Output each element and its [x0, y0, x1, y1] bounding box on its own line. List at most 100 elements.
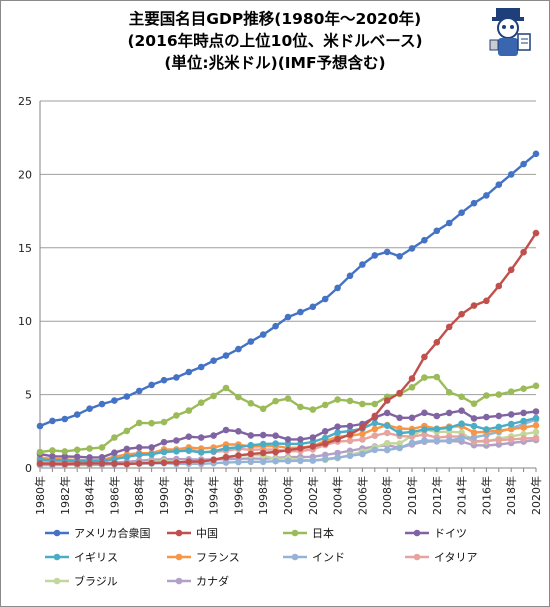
legend-item: インド: [282, 548, 345, 566]
data-point: [210, 448, 217, 455]
data-point: [173, 412, 180, 419]
data-point: [359, 430, 366, 438]
series-4: [36, 407, 540, 461]
data-point: [495, 423, 503, 431]
data-point: [445, 219, 453, 227]
data-point: [73, 453, 81, 461]
data-point: [185, 447, 193, 455]
data-point: [36, 422, 44, 430]
data-point: [334, 284, 341, 292]
data-point: [346, 272, 354, 280]
data-point: [520, 417, 527, 425]
data-point: [61, 415, 69, 423]
data-point: [297, 457, 304, 465]
data-point: [433, 425, 441, 433]
data-point: [470, 302, 478, 309]
data-point: [371, 432, 379, 440]
data-point: [197, 434, 205, 441]
data-point: [396, 425, 403, 432]
data-point: [321, 428, 329, 435]
data-point: [383, 446, 391, 454]
data-point: [309, 406, 317, 413]
data-point: [532, 150, 540, 158]
data-point: [61, 448, 69, 455]
data-point: [98, 454, 106, 461]
data-point: [532, 382, 540, 390]
x-tick-label: 2018年: [504, 476, 518, 515]
legend-item: ドイツ: [404, 524, 467, 542]
data-point: [235, 458, 242, 466]
data-point: [507, 171, 515, 178]
data-point: [135, 419, 143, 427]
data-point: [222, 352, 230, 359]
data-point: [408, 375, 416, 382]
legend-marker-icon: [167, 577, 191, 585]
data-point: [334, 449, 341, 457]
data-point: [458, 434, 465, 442]
data-point: [309, 443, 317, 450]
data-point: [421, 353, 428, 361]
data-point: [433, 339, 441, 346]
x-tick-label: 1998年: [256, 476, 270, 515]
data-point: [458, 209, 465, 216]
data-point: [359, 436, 366, 443]
data-point: [371, 446, 379, 454]
data-point: [111, 434, 118, 441]
data-point: [458, 407, 465, 415]
data-point: [421, 374, 428, 381]
legend-label: イギリス: [74, 551, 118, 564]
data-point: [197, 363, 205, 371]
x-tick-label: 1992年: [182, 476, 196, 515]
data-point: [309, 434, 317, 441]
data-point: [334, 454, 341, 461]
data-point: [135, 460, 143, 467]
x-tick-label: 2016年: [479, 476, 493, 515]
data-point: [470, 415, 478, 422]
legend-marker-icon: [45, 553, 69, 561]
data-point: [383, 409, 391, 417]
data-point: [445, 424, 453, 432]
data-point: [297, 308, 304, 316]
y-tick-label: 0: [25, 462, 32, 475]
data-point: [185, 433, 193, 441]
data-point: [111, 449, 118, 457]
data-point: [297, 403, 304, 411]
data-point: [507, 388, 515, 396]
legend-marker-icon: [405, 553, 429, 561]
data-point: [111, 460, 118, 467]
data-point: [235, 444, 242, 451]
x-tick-label: 1990年: [157, 476, 171, 515]
line-chart: 0 5 10 15 20 25 1980年 1982年 1984年 1986年 1988年 1990…: [18, 95, 543, 515]
data-point: [371, 252, 379, 259]
data-point: [86, 445, 93, 452]
data-point: [421, 437, 428, 444]
data-point: [507, 411, 515, 418]
data-point: [495, 391, 503, 398]
data-point: [532, 428, 540, 436]
data-point: [160, 418, 168, 426]
legend-label: アメリカ合衆国: [74, 527, 151, 540]
data-point: [222, 426, 230, 434]
data-point: [235, 452, 242, 459]
data-point: [86, 460, 93, 467]
series-line: [39, 152, 537, 428]
data-point: [259, 458, 267, 466]
data-point: [123, 453, 131, 461]
y-tick-label: 15: [18, 242, 32, 255]
data-point: [520, 385, 527, 393]
data-point: [421, 426, 428, 433]
data-point: [408, 439, 416, 447]
legend-label: カナダ: [196, 575, 229, 588]
data-point: [532, 414, 540, 422]
data-point: [371, 425, 379, 433]
data-point: [123, 427, 131, 435]
data-point: [396, 252, 403, 260]
data-point: [495, 436, 503, 444]
data-point: [445, 409, 453, 417]
legend-label: ドイツ: [434, 527, 467, 540]
data-point: [284, 436, 292, 443]
x-tick-label: 2012年: [430, 476, 444, 515]
data-point: [532, 408, 540, 415]
data-point: [483, 392, 490, 399]
data-point: [272, 440, 279, 447]
